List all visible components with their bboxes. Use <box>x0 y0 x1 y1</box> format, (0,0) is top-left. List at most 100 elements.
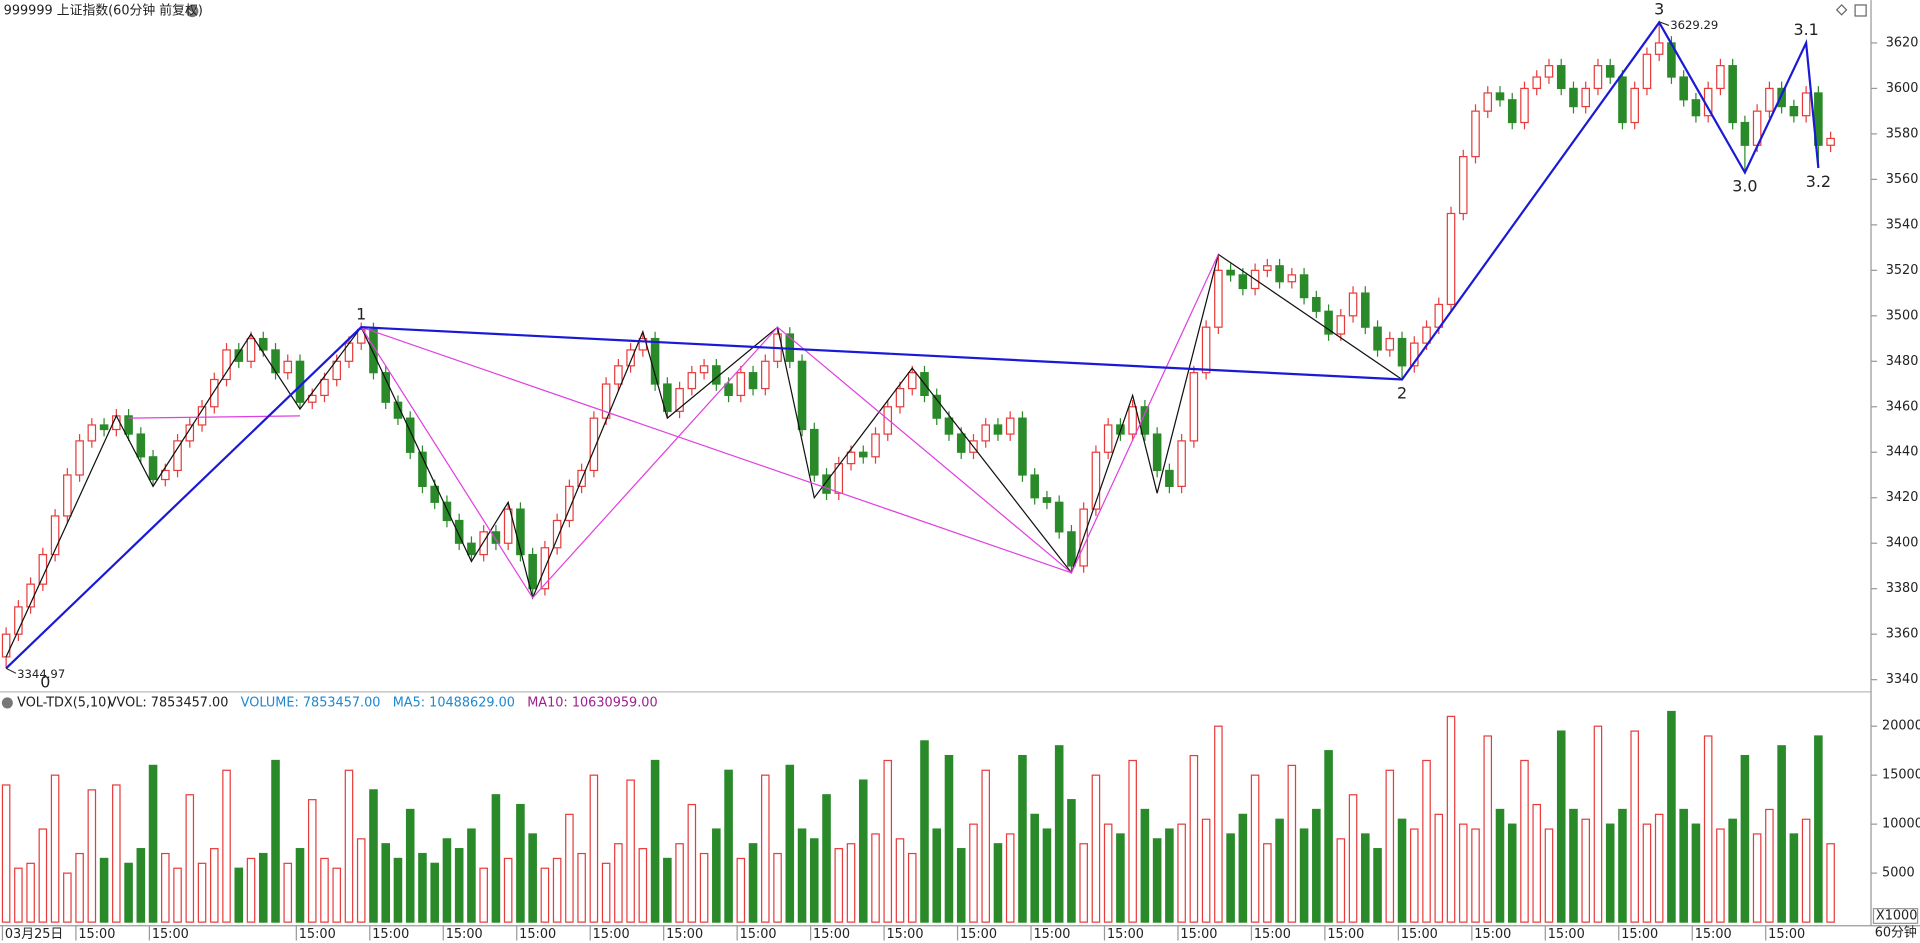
candle-body <box>1740 121 1750 146</box>
y-tick-label: 3420 <box>1886 490 1919 505</box>
candle-body <box>148 456 158 481</box>
candle-body <box>491 531 501 544</box>
volume-bar <box>761 774 770 923</box>
candle-body <box>626 349 635 367</box>
volume-bar <box>1018 754 1027 923</box>
volume-bar <box>1483 735 1493 923</box>
x-tick-label: 15:00 <box>372 927 409 942</box>
volume-bar <box>393 857 403 923</box>
volume-bar <box>369 789 378 923</box>
candle-body <box>1483 92 1493 112</box>
diamond-icon[interactable] <box>1835 4 1848 16</box>
candle-body <box>1814 92 1823 146</box>
candle-body <box>246 337 256 362</box>
candle-body <box>99 424 109 431</box>
y-tick-label: 3600 <box>1886 81 1919 96</box>
candle-body <box>1777 87 1786 108</box>
volume-bar <box>883 759 893 923</box>
volume-bar <box>344 769 354 923</box>
candle-body <box>1 633 11 658</box>
candle-body <box>1569 87 1578 108</box>
y-tick-label: 3560 <box>1886 172 1919 187</box>
vol-menu-icon[interactable] <box>1 697 13 709</box>
volume-bar <box>1067 799 1076 923</box>
volume-bar <box>1765 808 1774 923</box>
candle-body <box>430 485 439 503</box>
candle-body <box>234 349 244 362</box>
candle-body <box>320 378 329 397</box>
volume-bar <box>136 848 146 923</box>
volume-bar <box>1275 818 1284 923</box>
candle-body <box>418 451 427 487</box>
volume-bar <box>246 857 256 923</box>
candle-body <box>295 360 305 403</box>
x-tick-label: 15:00 <box>299 927 336 942</box>
candle-body <box>699 365 709 374</box>
candle-body <box>1826 137 1835 146</box>
candle-body <box>883 406 893 435</box>
volume-bar <box>773 852 782 923</box>
y-tick-label: 3520 <box>1886 263 1919 278</box>
vol-y-tick-label: 10000 <box>1882 817 1920 832</box>
candle-body <box>724 383 733 397</box>
volume-field: MA5: 10488629.00 <box>393 695 515 710</box>
candle-body <box>1654 42 1664 55</box>
menu-icon[interactable] <box>186 4 199 18</box>
volume-bar <box>920 740 929 923</box>
candle-body <box>1593 65 1603 90</box>
candle-body <box>14 606 23 635</box>
volume-bar <box>1716 828 1725 923</box>
candle-body <box>1385 337 1395 351</box>
candle-body <box>124 415 133 435</box>
wave-label: 2 <box>1397 384 1407 403</box>
candle-body <box>1495 92 1505 101</box>
volume-bar <box>1507 823 1517 923</box>
window-icon[interactable] <box>1854 4 1867 17</box>
volume-bar <box>1495 808 1505 923</box>
zigzag-line <box>5 253 1403 658</box>
vol-y-tick-label: 5000 <box>1882 866 1915 881</box>
volume-bar <box>1263 843 1272 923</box>
volume-title: VOL-TDX(5,10) <box>17 695 111 710</box>
volume-bar <box>430 862 439 923</box>
x-tick-label: 15:00 <box>78 927 115 942</box>
volume-bar <box>663 857 672 923</box>
wave-label: 3 <box>1654 0 1664 19</box>
volume-bar <box>516 803 525 923</box>
candle-body <box>50 515 60 556</box>
volume-bar <box>1030 813 1039 923</box>
candle-body <box>956 433 966 453</box>
volume-bar <box>1593 725 1603 923</box>
x-tick-label: 15:00 <box>1621 927 1658 942</box>
candle-body <box>1005 417 1015 435</box>
volume-bar <box>871 833 880 923</box>
candle-body <box>454 519 464 544</box>
candle-body <box>307 394 317 403</box>
candle-body <box>393 401 403 419</box>
volume-bar <box>1556 730 1566 923</box>
wave-label: 0 <box>40 672 50 691</box>
wave-label: 3.0 <box>1732 177 1757 196</box>
volume-bar <box>956 848 966 923</box>
x-tick-label: 15:00 <box>1107 927 1144 942</box>
candle-body <box>993 424 1003 435</box>
candle-body <box>834 463 844 494</box>
volume-bar <box>1238 813 1248 923</box>
vol-y-tick-label: 20000 <box>1882 719 1920 734</box>
volume-bar <box>1140 808 1150 923</box>
x-tick-label: 15:00 <box>1327 927 1364 942</box>
x-tick-label: 15:00 <box>1474 927 1511 942</box>
candle-body <box>944 417 954 435</box>
volume-bar <box>1091 774 1101 923</box>
candle-body <box>75 440 84 476</box>
zigzag-line <box>128 415 301 419</box>
volume-bar <box>1801 818 1811 923</box>
chart-title: 999999 上证指数(60分钟 前复权) <box>4 3 203 19</box>
volume-bar <box>577 852 586 923</box>
volume-bar <box>907 852 917 923</box>
candle-body <box>1091 451 1101 510</box>
volume-bar <box>454 848 464 923</box>
volume-bar <box>99 857 109 923</box>
volume-bar <box>124 862 133 923</box>
volume-bar <box>1373 848 1382 923</box>
